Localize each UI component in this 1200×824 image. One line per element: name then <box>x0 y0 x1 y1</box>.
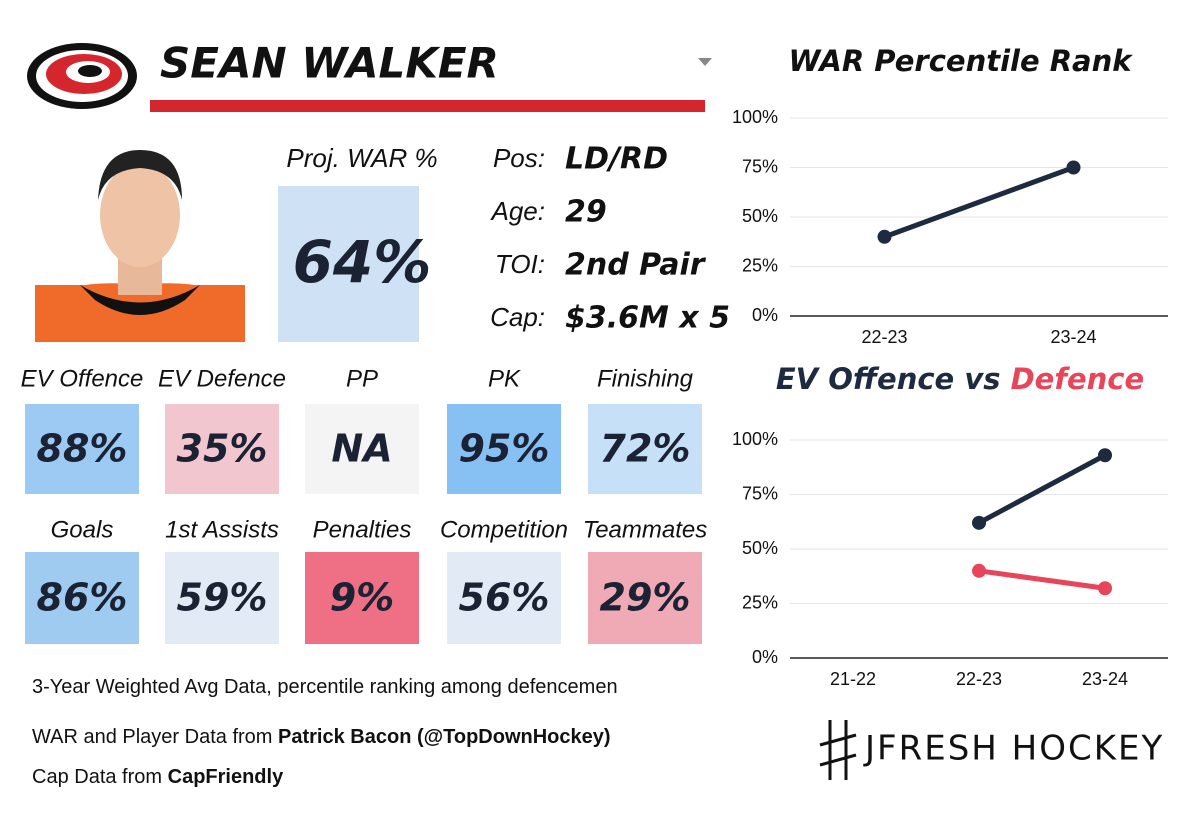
y-tick-label: 50% <box>742 538 778 558</box>
tile-value: 9% <box>330 576 395 620</box>
info-label: TOI: <box>495 249 545 279</box>
tile-value: 88% <box>37 427 128 471</box>
tile-value: 72% <box>600 427 691 471</box>
data-point <box>1066 160 1081 175</box>
footer-note: 3-Year Weighted Avg Data, percentile ran… <box>32 676 618 698</box>
x-tick-label: 23-24 <box>1082 669 1128 689</box>
y-tick-label: 0% <box>752 305 778 325</box>
source-text: Cap Data from <box>32 766 163 788</box>
tile-box <box>447 552 561 644</box>
tile-box <box>588 404 702 494</box>
data-point <box>972 515 986 530</box>
dropdown-arrow[interactable] <box>698 58 712 66</box>
tile-label: Competition <box>440 516 568 543</box>
tile-value: 56% <box>459 576 550 620</box>
cap-source: Cap Data from CapFriendly <box>32 766 283 789</box>
source-name: Patrick Bacon (@TopDownHockey) <box>278 726 611 748</box>
tile-label: PK <box>488 365 521 392</box>
series-line <box>978 568 1106 591</box>
data-point <box>1098 448 1112 463</box>
y-tick-label: 100% <box>732 107 778 127</box>
title-part: Defence <box>1011 362 1145 396</box>
source-text: WAR and Player Data from <box>32 726 273 748</box>
brand-name: JFRESH HOCKEY <box>863 729 1164 769</box>
series-line <box>977 453 1107 526</box>
tile-value: 29% <box>600 576 691 620</box>
name-underline <box>150 100 705 112</box>
player-name: SEAN WALKER <box>160 39 499 88</box>
data-point <box>1098 581 1112 596</box>
proj-war-box <box>278 186 419 342</box>
y-tick-label: 25% <box>742 592 778 612</box>
title-part: EV Offence <box>776 362 954 396</box>
charts: WAR Percentile Rank 0% 25% 50% 75% 100% 22-23 2… <box>732 44 1168 689</box>
tile-label: EV Defence <box>158 365 286 392</box>
tile-label: Goals <box>51 516 114 543</box>
player-photo <box>35 150 245 342</box>
tile-value: 59% <box>177 576 268 620</box>
info-label: Cap: <box>490 302 545 332</box>
title-part: vs <box>964 362 1000 396</box>
proj-war-value: 64% <box>293 228 432 296</box>
y-tick-label: 50% <box>742 206 778 226</box>
tile-label: PP <box>346 365 378 392</box>
tile-box <box>447 404 561 494</box>
tile-value: 86% <box>37 576 128 620</box>
tile-label: Finishing <box>597 365 694 392</box>
x-tick-label: 21-22 <box>830 669 876 689</box>
y-tick-label: 0% <box>752 647 778 667</box>
tile-value: 35% <box>177 427 268 471</box>
tile-box <box>165 404 279 494</box>
tile-value: NA <box>331 427 392 471</box>
y-tick-label: 25% <box>742 255 778 275</box>
source-name: CapFriendly <box>167 766 284 788</box>
series-line <box>883 165 1075 240</box>
data-point <box>877 229 892 244</box>
team-logo <box>27 43 137 109</box>
y-tick-label: 75% <box>742 483 778 503</box>
y-tick-label: 75% <box>742 156 778 176</box>
war-source: WAR and Player Data from Patrick Bacon (… <box>32 726 611 749</box>
info-value: 2nd Pair <box>565 248 707 283</box>
chart-title: WAR Percentile Rank <box>788 44 1133 78</box>
tile-label: 1st Assists <box>165 516 279 543</box>
info-value: $3.6M x 5 <box>565 301 730 336</box>
info-label: Pos: <box>493 143 545 173</box>
info-label: Age: <box>490 196 546 226</box>
info-value: LD/RD <box>565 142 668 177</box>
x-tick-label: 22-23 <box>956 669 1002 689</box>
tile-box <box>25 404 139 494</box>
tile-box <box>305 404 419 494</box>
proj-war-label: Proj. WAR % <box>286 143 437 173</box>
brand-logo: JFRESH HOCKEY <box>819 720 1164 780</box>
x-tick-label: 22-23 <box>861 327 907 347</box>
tile-label: Penalties <box>313 516 412 543</box>
tile-label: EV Offence <box>21 365 144 392</box>
tile-value: 95% <box>459 427 550 471</box>
tile-box <box>305 552 419 644</box>
tile-box <box>25 552 139 644</box>
y-tick-label: 100% <box>732 429 778 449</box>
x-tick-label: 23-24 <box>1050 327 1096 347</box>
data-point <box>972 563 986 578</box>
chart-title: EV Offence vs Defence <box>776 362 1144 396</box>
tile-label: Teammates <box>583 516 708 543</box>
tile-box <box>165 552 279 644</box>
tile-box <box>588 552 702 644</box>
info-value: 29 <box>565 195 607 230</box>
